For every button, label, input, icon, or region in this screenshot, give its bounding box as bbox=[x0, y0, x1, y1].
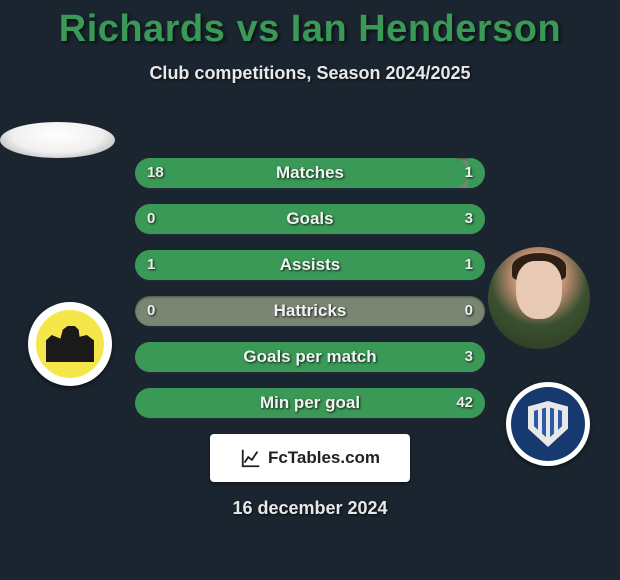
stat-row: 3Goals per match bbox=[135, 342, 485, 372]
stat-row: 03Goals bbox=[135, 204, 485, 234]
stat-row: 00Hattricks bbox=[135, 296, 485, 326]
stat-row: 42Min per goal bbox=[135, 388, 485, 418]
subtitle: Club competitions, Season 2024/2025 bbox=[0, 63, 620, 84]
date-text: 16 december 2024 bbox=[0, 498, 620, 519]
stat-label: Goals per match bbox=[135, 342, 485, 372]
ship-icon bbox=[46, 326, 94, 362]
watermark: FcTables.com bbox=[210, 434, 410, 482]
chart-icon bbox=[240, 447, 262, 469]
stat-label: Hattricks bbox=[135, 296, 485, 326]
stat-label: Matches bbox=[135, 158, 485, 188]
face-shape bbox=[516, 261, 562, 319]
badge-ring bbox=[511, 387, 585, 461]
page-title: Richards vs Ian Henderson bbox=[0, 0, 620, 51]
stat-label: Assists bbox=[135, 250, 485, 280]
player-right-photo bbox=[488, 247, 590, 349]
player-left-photo bbox=[0, 122, 115, 158]
watermark-text: FcTables.com bbox=[268, 448, 380, 468]
stat-bars: 181Matches 03Goals 11Assists 00Hattricks 3Go… bbox=[135, 158, 485, 418]
stat-label: Goals bbox=[135, 204, 485, 234]
club-badge-left bbox=[28, 302, 112, 386]
club-badge-right bbox=[506, 382, 590, 466]
stat-label: Min per goal bbox=[135, 388, 485, 418]
shield-icon bbox=[528, 401, 568, 447]
comparison-area: 181Matches 03Goals 11Assists 00Hattricks 3Go… bbox=[0, 122, 620, 519]
stat-row: 11Assists bbox=[135, 250, 485, 280]
stat-row: 181Matches bbox=[135, 158, 485, 188]
